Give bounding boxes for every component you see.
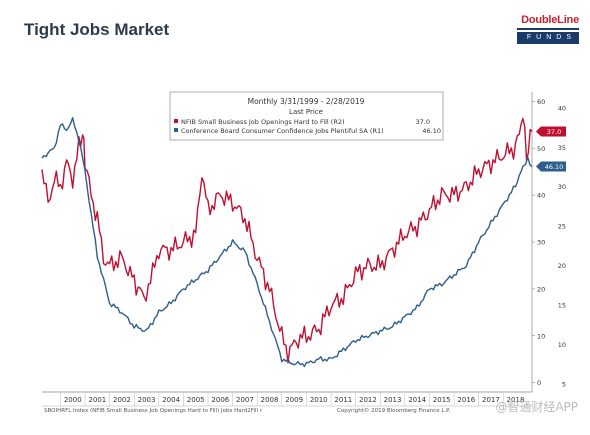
- legend-value-blue: 46.10: [422, 127, 441, 135]
- y-left-tick-label: 10: [537, 332, 545, 340]
- x-tick-label: 2018: [507, 396, 525, 404]
- x-tick-label: 2009: [285, 396, 303, 404]
- y-right-tick-label: 20: [558, 262, 566, 270]
- legend-label-blue: Conference Board Consumer Confidence Job…: [181, 127, 384, 135]
- chart-title: Monthly 3/31/1999 - 2/28/2019: [248, 97, 365, 106]
- y-right-tick-label: 40: [558, 104, 566, 112]
- last-value-badge-red: [536, 126, 566, 137]
- y-right-tick-label: 15: [558, 302, 566, 310]
- x-tick-label: 2010: [310, 396, 328, 404]
- last-value-label-blue: 46.10: [545, 163, 564, 171]
- legend-label-red: NFIB Small Business Job Openings Hard to…: [181, 118, 345, 126]
- series-conference-board-line: [41, 117, 533, 368]
- slide-title: Tight Jobs Market: [24, 20, 170, 39]
- y-left-tick-label: 20: [537, 285, 545, 293]
- x-tick-label: 2007: [236, 396, 254, 404]
- x-tick-label: 2016: [457, 396, 475, 404]
- logo-wordmark: DoubleLine: [517, 14, 579, 30]
- x-tick-label: 2017: [482, 396, 500, 404]
- y-right-tick-label: 5: [562, 381, 566, 389]
- y-left-tick-label: 0: [537, 379, 541, 387]
- x-tick-label: 2003: [138, 396, 156, 404]
- y-left-tick-label: 50: [537, 145, 545, 153]
- y-left-tick-label: 30: [537, 239, 545, 247]
- x-tick-label: 2002: [113, 396, 131, 404]
- y-right-tick-label: 35: [558, 144, 566, 152]
- y-left-tick-label: 40: [537, 192, 545, 200]
- last-value-badge-blue: [536, 161, 566, 172]
- x-tick-label: 2005: [187, 396, 205, 404]
- x-tick-label: 2013: [384, 396, 402, 404]
- x-tick-label: 2008: [261, 396, 279, 404]
- legend-box: [169, 91, 444, 141]
- last-value-label-red: 37.0: [547, 128, 561, 136]
- y-right-tick-label: 30: [558, 183, 566, 191]
- watermark: @智通财经APP: [495, 400, 578, 414]
- x-tick-label: 2000: [64, 396, 82, 404]
- x-tick-label: 2012: [359, 396, 377, 404]
- legend-swatch-red: [174, 119, 178, 123]
- y-left-tick-label: 60: [537, 98, 545, 106]
- x-tick-label: 2015: [433, 396, 451, 404]
- logo-subtitle: FUNDS: [517, 32, 579, 44]
- legend-value-red: 37.0: [416, 118, 430, 126]
- x-tick-label: 2006: [211, 396, 229, 404]
- footer-left: SBOIHRFL Index (NFIB Small Business Job …: [44, 408, 263, 414]
- footer-right: Copyright© 2019 Bloomberg Finance L.P.: [337, 407, 451, 414]
- series-nfib-line: [41, 117, 533, 364]
- x-tick-label: 2014: [408, 396, 426, 404]
- chart-subtitle: Last Price: [289, 108, 323, 116]
- y-right-tick-label: 25: [558, 223, 566, 231]
- y-right-tick-label: 10: [558, 341, 566, 349]
- legend-swatch-blue: [174, 128, 178, 132]
- x-tick-label: 2011: [334, 396, 352, 404]
- doubleline-logo: DoubleLine FUNDS: [517, 14, 579, 46]
- x-tick-label: 2001: [88, 396, 106, 404]
- x-tick-label: 2004: [162, 396, 180, 404]
